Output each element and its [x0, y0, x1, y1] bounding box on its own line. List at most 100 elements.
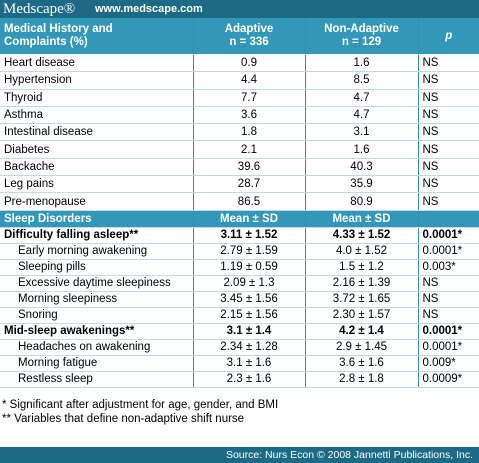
cell: 0.0001*: [418, 323, 479, 340]
cell: 2.3 ± 1.6: [193, 371, 306, 388]
cell: 7.7: [193, 89, 306, 107]
cell: Pre-menopause: [0, 192, 194, 211]
cell: 0.9: [193, 54, 306, 73]
header-row: Medical History and Complaints (%) Adaptiv…: [0, 18, 479, 55]
cell: NS: [418, 106, 479, 125]
cell: 2.16 ± 1.39: [305, 275, 419, 292]
cell: 3.1 ± 1.4: [193, 323, 306, 340]
header-line: Complaints (%): [4, 36, 88, 48]
cell: 4.33 ± 1.52: [305, 227, 419, 244]
cell: 3.1: [305, 123, 419, 142]
cell: Diabetes: [0, 140, 194, 159]
cell: NS: [418, 291, 479, 308]
section-header-cell: Mean ± SD: [305, 210, 419, 228]
cell: 3.72 ± 1.65: [305, 291, 419, 308]
cell: 86.5: [193, 192, 306, 211]
cell: NS: [418, 275, 479, 292]
cell: 0.0001*: [418, 243, 479, 260]
cell: Early morning awakening: [0, 243, 194, 260]
section-header-cell: Sleep Disorders: [0, 210, 194, 228]
cell: Morning fatigue: [0, 355, 194, 372]
cell: 3.6 ± 1.6: [305, 355, 419, 372]
cell: 3.6: [193, 106, 306, 125]
cell: 2.09 ± 1.3: [193, 275, 306, 292]
row: Pre-menopause 86.5 80.9 NS: [0, 192, 479, 211]
cell: 8.5: [305, 71, 419, 90]
url: www.medscape.com: [95, 3, 203, 15]
top-bar: Medscape® www.medscape.com: [0, 0, 479, 18]
cell: Leg pains: [0, 175, 194, 194]
source: Source: Nurs Econ © 2008 Jannetti Public…: [0, 447, 479, 463]
row: Diabetes 2.1 1.6 NS: [0, 140, 479, 159]
cell: 0.0009*: [418, 371, 479, 388]
cell: Heart disease: [0, 54, 194, 73]
row: Hypertension 4.4 8.5 NS: [0, 71, 479, 90]
cell: 3.45 ± 1.56: [193, 291, 306, 308]
cell: 4.4: [193, 71, 306, 90]
cell: Mid-sleep awakenings**: [0, 323, 194, 340]
section-header-cell: Mean ± SD: [193, 210, 306, 228]
row: Excessive daytime sleepiness 2.09 ± 1.3 2.…: [0, 275, 479, 292]
cell: Headaches on awakening: [0, 339, 194, 356]
cell: 2.15 ± 1.56: [193, 307, 306, 324]
row: Thyroid 7.7 4.7 NS: [0, 89, 479, 107]
cell: NS: [418, 158, 479, 177]
row: Mid-sleep awakenings** 3.1 ± 1.4 4.2 ± 1.4…: [0, 323, 479, 340]
cell: 2.8 ± 1.8: [305, 371, 419, 388]
cell: 4.7: [305, 89, 419, 107]
row: Difficulty falling asleep** 3.11 ± 1.52 4.…: [0, 227, 479, 244]
cell: 1.19 ± 0.59: [193, 259, 306, 276]
cell: 4.0 ± 1.52: [305, 243, 419, 260]
header-line: Adaptive: [224, 23, 274, 35]
cell: 3.1 ± 1.6: [193, 355, 306, 372]
cell: 4.7: [305, 106, 419, 125]
cell: Morning sleepiness: [0, 291, 194, 308]
cell: 2.34 ± 1.28: [193, 339, 306, 356]
header-line: n = 336: [229, 36, 269, 48]
cell: 1.6: [305, 140, 419, 159]
cell: NS: [418, 71, 479, 90]
cell: 35.9: [305, 175, 419, 194]
section-header: Sleep Disorders Mean ± SD Mean ± SD: [0, 210, 479, 228]
row: Morning sleepiness 3.45 ± 1.56 3.72 ± 1.65…: [0, 291, 479, 308]
cell: 40.3: [305, 158, 419, 177]
column-header: Adaptive n = 336: [193, 18, 306, 55]
cell: Difficulty falling asleep**: [0, 227, 194, 244]
cell: Excessive daytime sleepiness: [0, 275, 194, 292]
header-line: Medical History and: [4, 23, 113, 35]
cell: NS: [418, 89, 479, 107]
cell: 39.6: [193, 158, 306, 177]
column-header: p: [418, 18, 479, 55]
cell: Restless sleep: [0, 371, 194, 388]
row: Sleeping pills 1.19 ± 0.59 1.5 ± 1.2 0.003*: [0, 259, 479, 276]
table: Medical History and Complaints (%) Adaptiv…: [0, 18, 479, 388]
header-line: p: [445, 29, 453, 42]
logo: Medscape®: [3, 0, 76, 17]
row: Morning fatigue 3.1 ± 1.6 3.6 ± 1.6 0.009*: [0, 355, 479, 372]
cell: Sleeping pills: [0, 259, 194, 276]
cell: 3.11 ± 1.52: [193, 227, 306, 244]
row: Leg pains 28.7 35.9 NS: [0, 175, 479, 194]
cell: NS: [418, 54, 479, 73]
cell: NS: [418, 175, 479, 194]
cell: Intestinal disease: [0, 123, 194, 142]
cell: 80.9: [305, 192, 419, 211]
cell: 0.003*: [418, 259, 479, 276]
cell: 1.8: [193, 123, 306, 142]
row: Backache 39.6 40.3 NS: [0, 158, 479, 177]
cell: 2.1: [193, 140, 306, 159]
row: Intestinal disease 1.8 3.1 NS: [0, 123, 479, 142]
footnote: ** Variables that define non-adaptive sh…: [2, 412, 245, 425]
header-line: Non-Adaptive: [324, 23, 399, 35]
row: Asthma 3.6 4.7 NS: [0, 106, 479, 125]
column-header: Medical History and Complaints (%): [0, 18, 194, 55]
row: Early morning awakening 2.79 ± 1.59 4.0 ± …: [0, 243, 479, 260]
cell: 1.6: [305, 54, 419, 73]
cell: Snoring: [0, 307, 194, 324]
section-header-cell: [418, 210, 479, 228]
cell: NS: [418, 123, 479, 142]
row: Restless sleep 2.3 ± 1.6 2.8 ± 1.8 0.0009*: [0, 371, 479, 388]
cell: 0.009*: [418, 355, 479, 372]
row: Headaches on awakening 2.34 ± 1.28 2.9 ± 1…: [0, 339, 479, 356]
